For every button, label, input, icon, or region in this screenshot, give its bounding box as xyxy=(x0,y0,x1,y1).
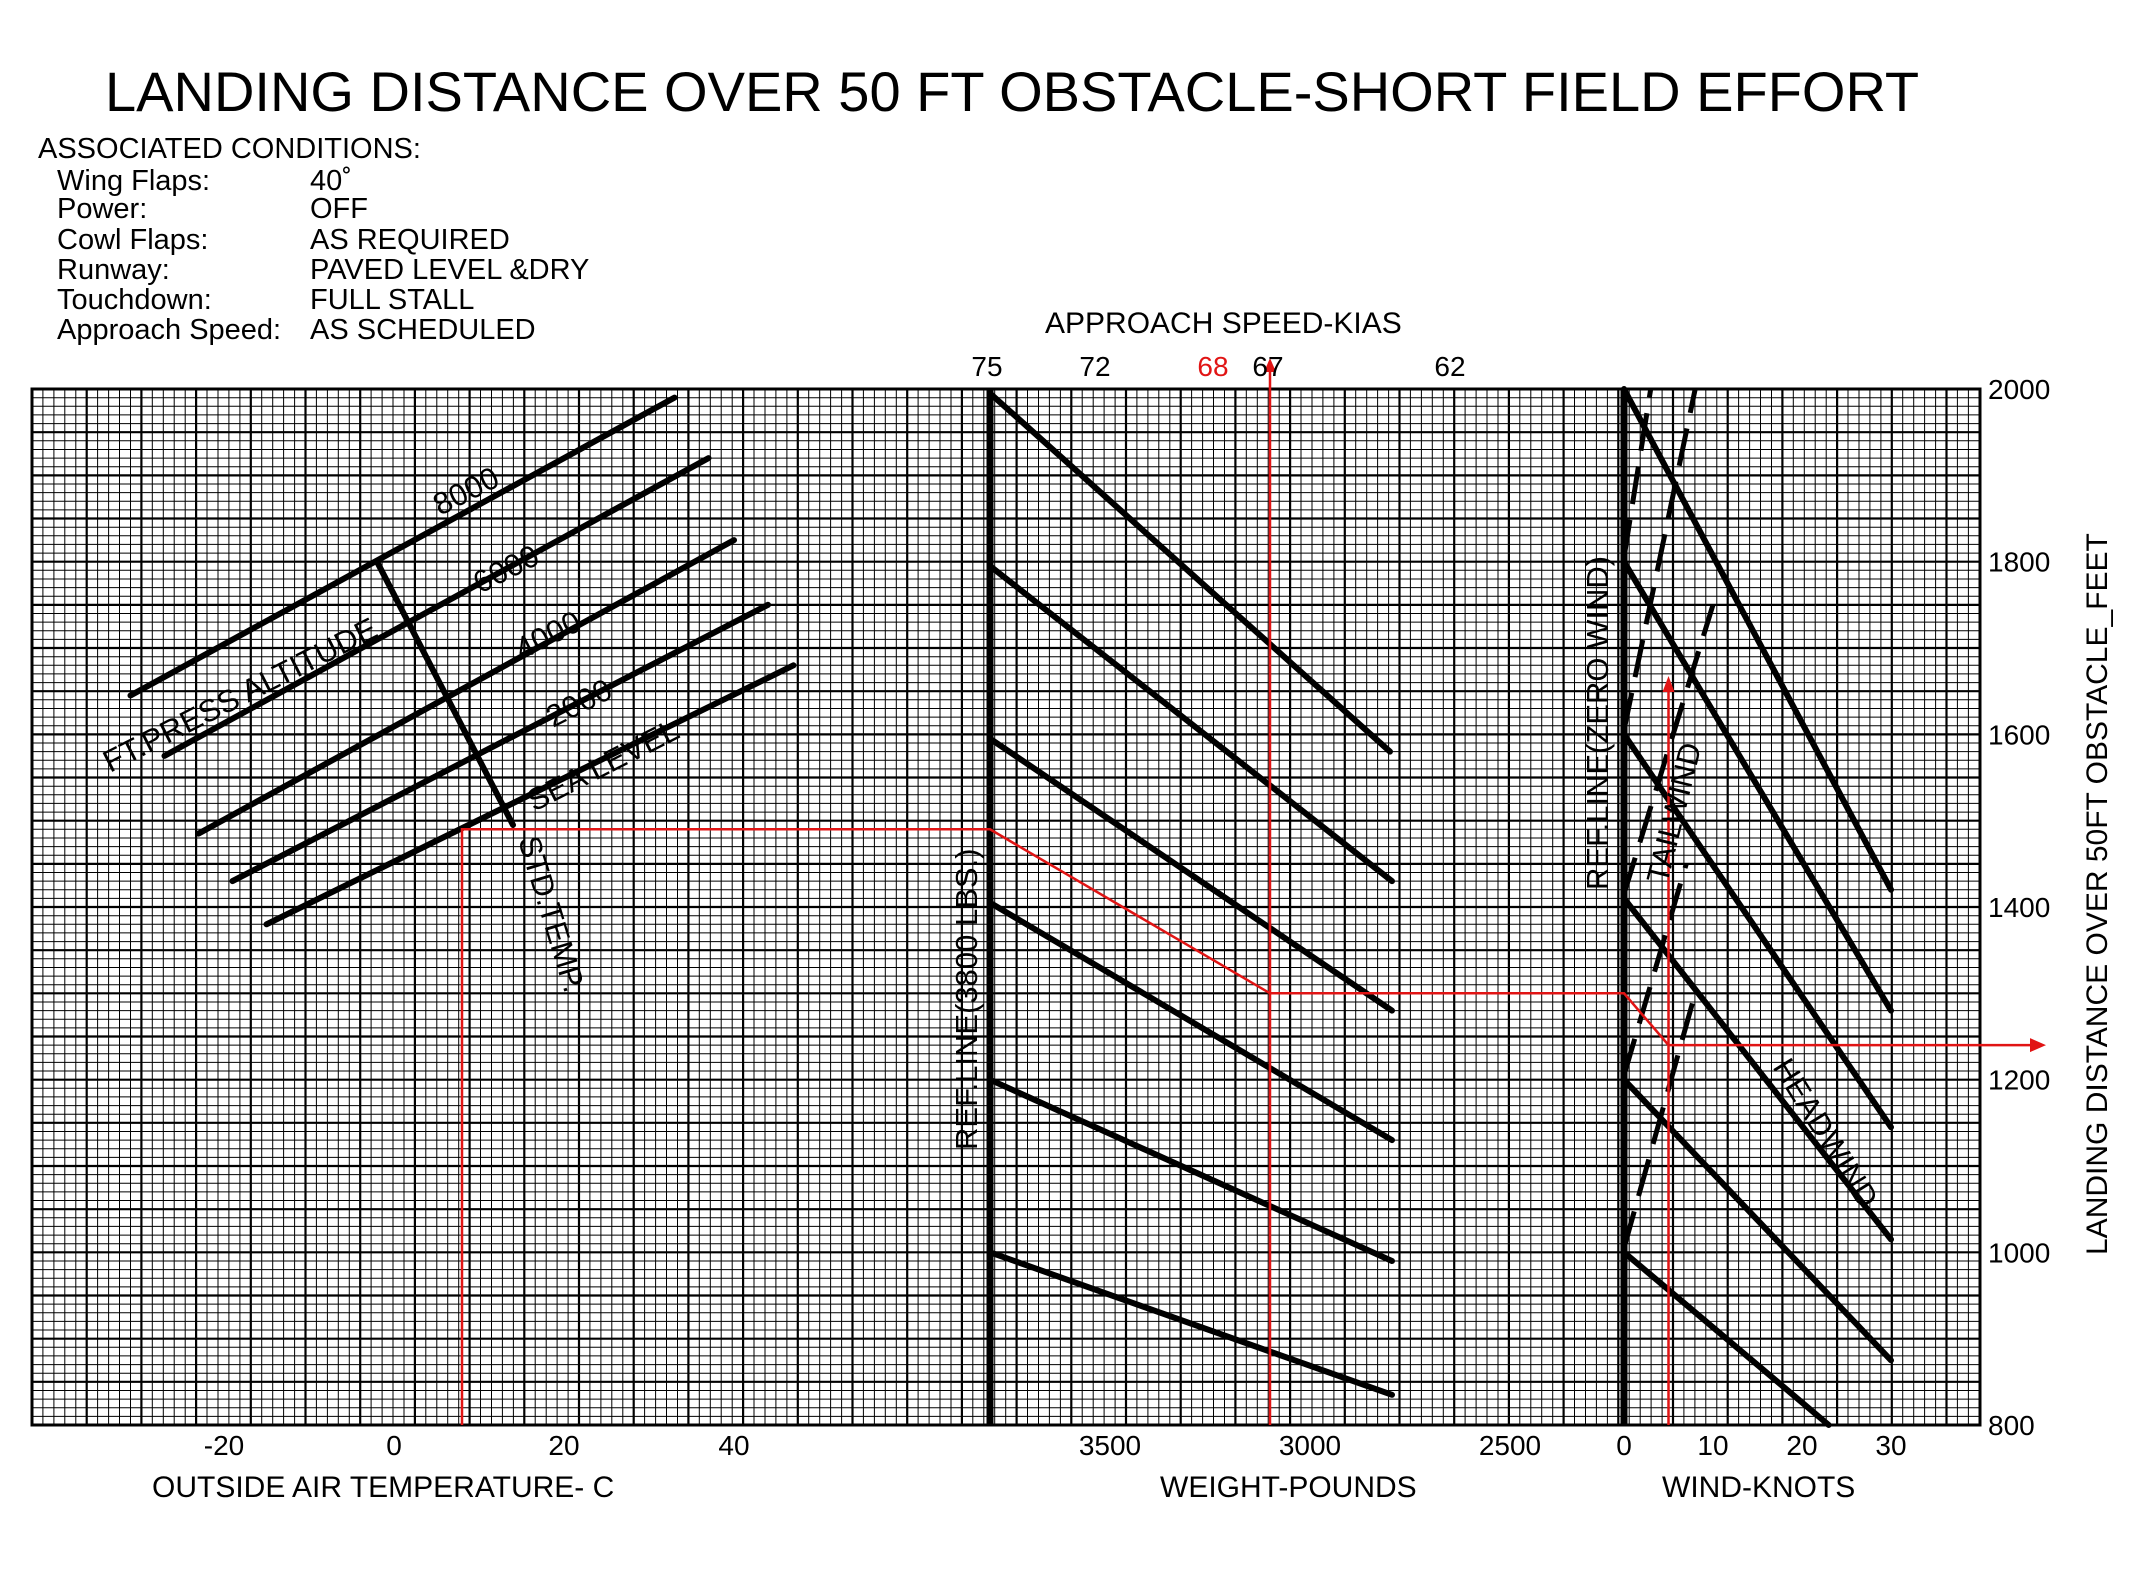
ref-line-wind-label: REF.LINE(ZERO WIND) xyxy=(1580,556,1615,890)
tailwind-line xyxy=(1621,388,1654,558)
conditions-heading: ASSOCIATED CONDITIONS: xyxy=(38,133,421,165)
headwind-label: HEADWIND xyxy=(1766,1052,1885,1214)
condition-value: AS SCHEDULED xyxy=(310,314,536,346)
condition-value: 40˚ xyxy=(310,165,352,197)
altitude-line-label: 6000 xyxy=(467,538,544,600)
headwind-line xyxy=(1621,386,1894,893)
x-tick-temperature: 40 xyxy=(718,1430,749,1461)
wind-entry-arrow xyxy=(1662,676,1675,692)
condition-value: AS REQUIRED xyxy=(310,224,510,256)
y-tick-label: 1600 xyxy=(1988,719,2050,750)
example-path xyxy=(460,358,2046,1425)
headwind-line xyxy=(1621,558,1894,1014)
headwind-line xyxy=(1621,1249,1832,1428)
y-tick-label: 1400 xyxy=(1988,892,2050,923)
x-label-wind: WIND-KNOTS xyxy=(1662,1471,1855,1504)
approach-speed-tick: 68 xyxy=(1197,351,1228,382)
weight-guide-line xyxy=(987,1249,1395,1398)
condition-label: Approach Speed: xyxy=(57,314,281,346)
altitude-line xyxy=(263,662,797,928)
tick-labels: 2000 1800 1600 1400 1200 1000 800 -20 0 20 40 3500 3… xyxy=(204,351,2051,1461)
condition-value: FULL STALL xyxy=(310,284,474,316)
example-result-arrow xyxy=(2030,1038,2046,1053)
weight-guide-line xyxy=(987,563,1395,885)
x-label-weight: WEIGHT-POUNDS xyxy=(1160,1471,1417,1504)
x-tick-weight: 3500 xyxy=(1079,1430,1141,1461)
weight-guide-line xyxy=(987,899,1395,1144)
altitude-line xyxy=(127,394,678,699)
condition-label: Wing Flaps: xyxy=(57,165,210,197)
approach-speed-label: APPROACH SPEED-KIAS xyxy=(1045,307,1402,340)
weight-guide-line xyxy=(987,390,1393,755)
condition-value: PAVED LEVEL &DRY xyxy=(310,254,589,286)
altitude-line xyxy=(229,601,771,885)
conditions-list: Wing Flaps: 40˚ Power: OFF Cowl Flaps: AS REQ… xyxy=(57,165,589,346)
condition-value: OFF xyxy=(310,193,368,225)
y-tick-label: 1200 xyxy=(1988,1065,2050,1096)
x-label-temperature: OUTSIDE AIR TEMPERATURE- C xyxy=(152,1471,614,1504)
x-tick-wind: 0 xyxy=(1616,1430,1632,1461)
approach-speed-arrow xyxy=(1264,358,1276,372)
weight-guide-line xyxy=(987,1076,1395,1264)
condition-label: Power: xyxy=(57,193,147,225)
x-tick-wind: 30 xyxy=(1875,1430,1906,1461)
y-tick-label: 1800 xyxy=(1988,547,2050,578)
x-tick-temperature: -20 xyxy=(204,1430,244,1461)
x-tick-wind: 20 xyxy=(1786,1430,1817,1461)
chart-marks xyxy=(127,386,1894,1428)
weight-guide-line xyxy=(987,735,1395,1014)
condition-label: Cowl Flaps: xyxy=(57,224,209,256)
y-tick-label: 1000 xyxy=(1988,1237,2050,1268)
tailwind-line xyxy=(1621,604,1716,895)
tailwind-line xyxy=(1621,388,1698,731)
approach-speed-tick: 67 xyxy=(1252,351,1283,382)
condition-label: Touchdown: xyxy=(57,284,212,316)
tailwind-line xyxy=(1621,863,1689,1077)
x-tick-weight: 3000 xyxy=(1279,1430,1341,1461)
std-temp-line xyxy=(374,558,516,828)
condition-label: Runway: xyxy=(57,254,170,286)
ref-line-weight-label: REF.LINE(3800 LBS.) xyxy=(949,848,984,1150)
x-tick-wind: 10 xyxy=(1697,1430,1728,1461)
altitude-line xyxy=(195,537,737,837)
approach-speed-tick: 75 xyxy=(971,351,1002,382)
approach-speed-tick: 62 xyxy=(1434,351,1465,382)
plot-frame xyxy=(30,387,1982,1427)
y-tick-label: 800 xyxy=(1988,1410,2035,1441)
altitude-line xyxy=(161,455,712,759)
approach-speed-tick: 72 xyxy=(1079,351,1110,382)
tailwind-line xyxy=(1621,992,1698,1249)
x-tick-temperature: 20 xyxy=(548,1430,579,1461)
y-tick-label: 2000 xyxy=(1988,374,2050,405)
x-tick-weight: 2500 xyxy=(1479,1430,1541,1461)
x-tick-temperature: 0 xyxy=(386,1430,402,1461)
y-axis-label: LANDING DISTANCE OVER 50FT OBSTACLE_FEET xyxy=(2081,533,2114,1255)
chart-title: LANDING DISTANCE OVER 50 FT OBSTACLE-SHO… xyxy=(105,60,1919,123)
